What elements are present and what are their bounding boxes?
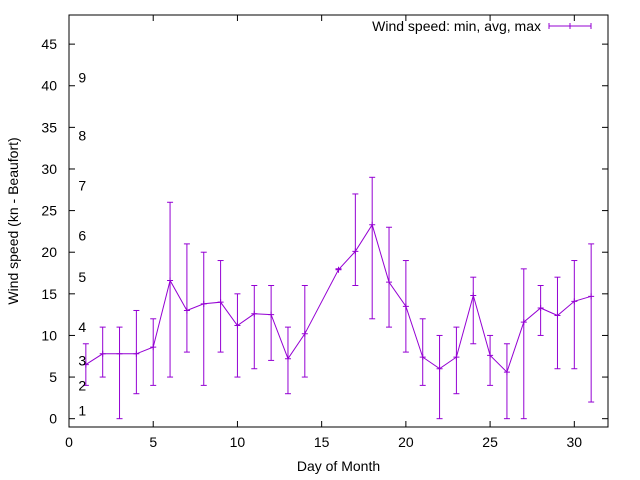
avg-point bbox=[503, 369, 510, 376]
avg-point bbox=[251, 310, 258, 317]
beaufort-label: 2 bbox=[78, 377, 86, 393]
y-tick-label: 45 bbox=[41, 36, 57, 52]
legend: Wind speed: min, avg, max bbox=[372, 18, 592, 34]
x-tick-label: 25 bbox=[482, 434, 498, 450]
plot-frame bbox=[68, 14, 609, 428]
beaufort-label: 8 bbox=[78, 128, 86, 144]
beaufort-label: 1 bbox=[78, 402, 86, 418]
beaufort-label: 9 bbox=[78, 69, 86, 85]
avg-point bbox=[588, 293, 595, 300]
avg-point bbox=[82, 361, 89, 368]
x-tick-label: 15 bbox=[314, 434, 330, 450]
avg-point bbox=[520, 319, 527, 326]
avg-point bbox=[116, 350, 123, 357]
avg-point bbox=[537, 304, 544, 311]
avg-point bbox=[133, 350, 140, 357]
x-tick-label: 30 bbox=[567, 434, 583, 450]
avg-point bbox=[99, 350, 106, 357]
avg-point bbox=[436, 365, 443, 372]
avg-point bbox=[402, 303, 409, 310]
avg-point bbox=[301, 330, 308, 337]
avg-point bbox=[335, 266, 342, 273]
plot-area bbox=[82, 176, 595, 420]
legend-swatch bbox=[548, 23, 592, 29]
y-tick-label: 15 bbox=[41, 286, 57, 302]
y-tick-label: 20 bbox=[41, 244, 57, 260]
y-tick-label: 5 bbox=[49, 369, 57, 385]
avg-point bbox=[200, 300, 207, 307]
avg-point bbox=[386, 279, 393, 286]
avg-point bbox=[487, 352, 494, 359]
y-tick-label: 25 bbox=[41, 203, 57, 219]
x-tick-label: 5 bbox=[149, 434, 157, 450]
y-tick-label: 40 bbox=[41, 78, 57, 94]
avg-point bbox=[571, 298, 578, 305]
avg-point bbox=[369, 221, 376, 228]
avg-point bbox=[150, 344, 157, 351]
avg-point bbox=[167, 277, 174, 284]
y-tick-label: 30 bbox=[41, 161, 57, 177]
avg-point bbox=[470, 292, 477, 299]
beaufort-label: 3 bbox=[78, 352, 86, 368]
y-axis-label: Wind speed (kn - Beaufort) bbox=[5, 137, 21, 304]
y-tick-label: 10 bbox=[41, 327, 57, 343]
beaufort-label: 4 bbox=[78, 319, 86, 335]
avg-point bbox=[352, 248, 359, 255]
x-tick-label: 10 bbox=[230, 434, 246, 450]
beaufort-label: 5 bbox=[78, 269, 86, 285]
x-axis-label: Day of Month bbox=[297, 458, 380, 474]
avg-point bbox=[419, 354, 426, 361]
avg-point bbox=[234, 322, 241, 329]
avg-point bbox=[453, 354, 460, 361]
beaufort-label: 7 bbox=[78, 178, 86, 194]
avg-point bbox=[554, 312, 561, 319]
legend-label: Wind speed: min, avg, max bbox=[372, 18, 541, 34]
avg-point bbox=[284, 355, 291, 362]
y-tick-label: 0 bbox=[49, 411, 57, 427]
avg-point bbox=[217, 299, 224, 306]
y-tick-label: 35 bbox=[41, 119, 57, 135]
avg-point bbox=[268, 311, 275, 318]
avg-line bbox=[85, 223, 592, 374]
beaufort-label: 6 bbox=[78, 228, 86, 244]
avg-point bbox=[183, 307, 190, 314]
x-tick-label: 20 bbox=[398, 434, 414, 450]
x-tick-label: 0 bbox=[65, 434, 73, 450]
